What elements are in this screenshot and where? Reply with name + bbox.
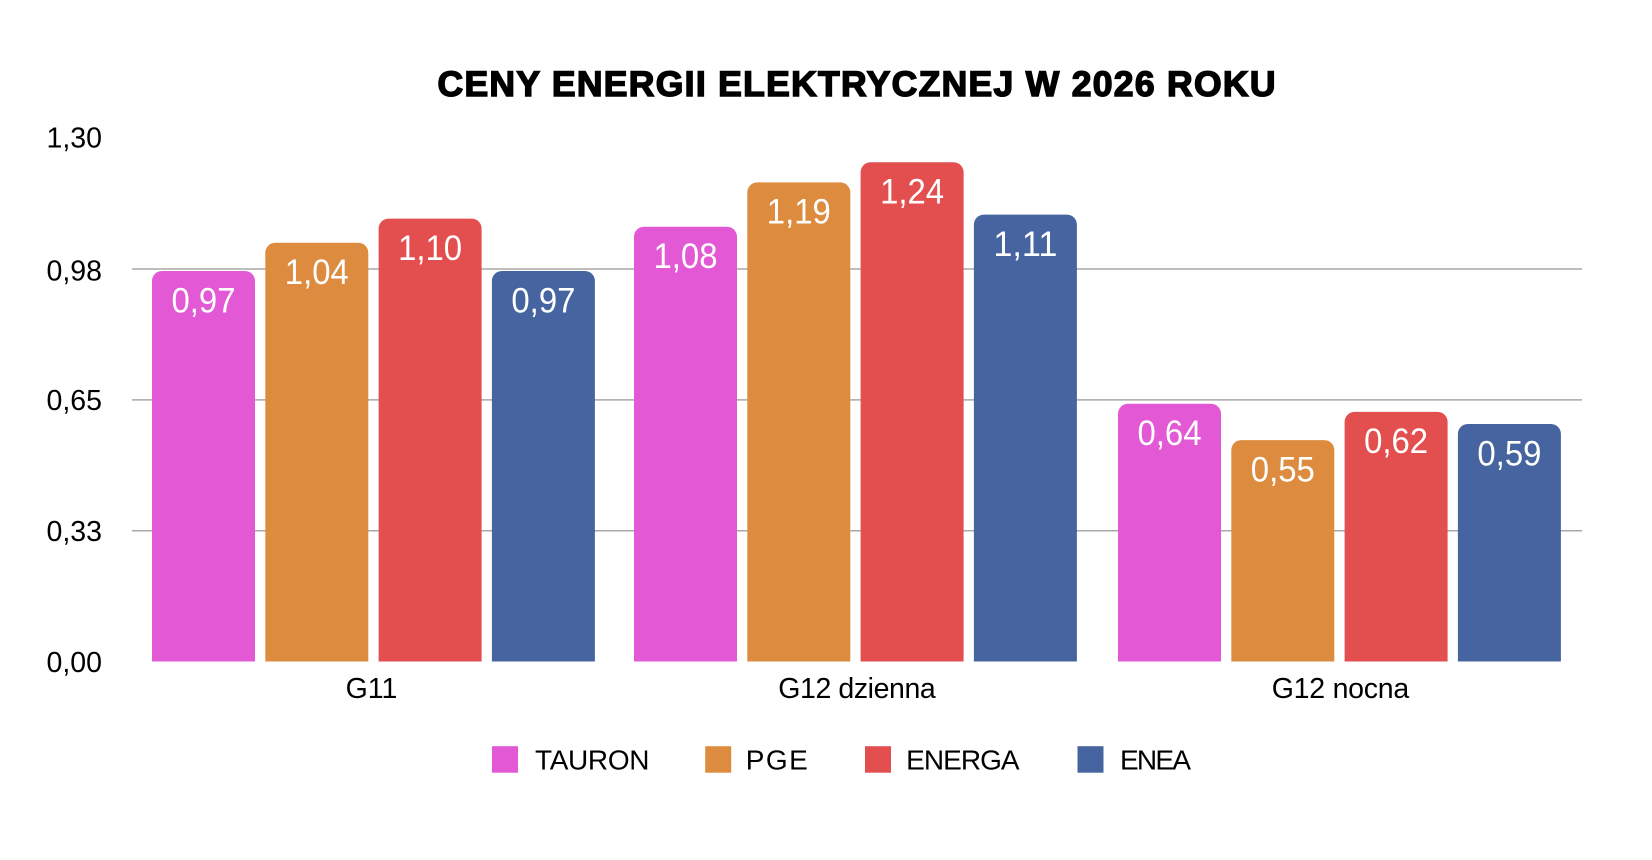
svg-text:0,98: 0,98 <box>47 256 102 288</box>
svg-text:ENERGA: ENERGA <box>906 745 1020 776</box>
svg-text:1,04: 1,04 <box>285 253 349 292</box>
svg-text:0,65: 0,65 <box>47 385 102 417</box>
svg-text:0,62: 0,62 <box>1364 422 1428 461</box>
svg-text:0,55: 0,55 <box>1251 450 1315 489</box>
svg-text:1,10: 1,10 <box>398 229 462 268</box>
svg-text:1,30: 1,30 <box>47 122 102 154</box>
svg-text:ENEA: ENEA <box>1120 745 1191 776</box>
svg-text:G12 nocna: G12 nocna <box>1272 673 1410 705</box>
svg-text:0,33: 0,33 <box>47 516 102 548</box>
svg-text:0,64: 0,64 <box>1138 414 1202 453</box>
svg-text:TAURON: TAURON <box>535 745 650 776</box>
svg-text:PGE: PGE <box>746 745 808 776</box>
svg-text:0,97: 0,97 <box>511 281 575 320</box>
svg-text:1,11: 1,11 <box>993 225 1057 264</box>
svg-text:0,97: 0,97 <box>172 281 236 320</box>
svg-text:0,00: 0,00 <box>47 647 102 679</box>
svg-text:G11: G11 <box>346 673 398 705</box>
svg-text:1,19: 1,19 <box>767 193 831 232</box>
svg-text:0,59: 0,59 <box>1477 434 1541 473</box>
svg-text:CENY ENERGII ELEKTRYCZNEJ W 20: CENY ENERGII ELEKTRYCZNEJ W 2026 ROKU <box>438 64 1276 104</box>
svg-text:1,24: 1,24 <box>880 173 944 212</box>
svg-text:1,08: 1,08 <box>654 237 718 276</box>
svg-text:G12 dzienna: G12 dzienna <box>778 673 936 705</box>
